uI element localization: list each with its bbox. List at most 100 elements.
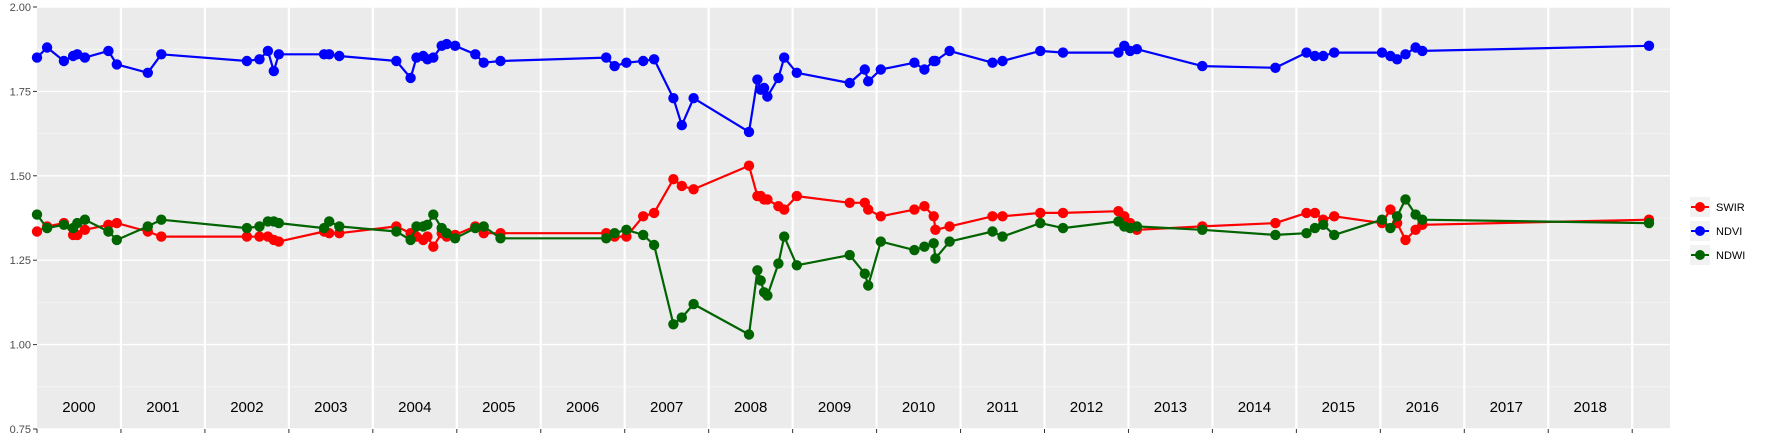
data-point-ndvi bbox=[495, 55, 506, 67]
data-point-ndvi bbox=[1113, 47, 1124, 58]
data-point-ndwi bbox=[254, 221, 265, 232]
data-point-ndvi bbox=[405, 72, 416, 84]
data-point-ndwi bbox=[405, 234, 416, 246]
legend-key-marker bbox=[1695, 202, 1705, 212]
data-point-swir bbox=[875, 211, 886, 222]
year-label-layer: 2000 2001 2002 2003 2004 2005 2006 2007 2008 2009… bbox=[62, 399, 1607, 416]
data-point-ndvi bbox=[844, 77, 855, 89]
data-point-ndwi bbox=[31, 209, 43, 220]
data-point-ndvi bbox=[1376, 47, 1388, 58]
data-point-swir bbox=[1270, 217, 1281, 229]
data-point-swir bbox=[930, 224, 941, 235]
data-point-ndvi bbox=[791, 67, 802, 79]
data-point-ndvi bbox=[688, 93, 699, 104]
data-point-ndwi bbox=[779, 231, 790, 242]
data-point-ndvi bbox=[273, 49, 284, 60]
data-point-swir bbox=[648, 207, 660, 219]
data-point-ndvi bbox=[1131, 44, 1143, 55]
legend-label: SWIR bbox=[1716, 202, 1745, 214]
data-point-swir bbox=[1309, 207, 1321, 219]
data-point-swir bbox=[987, 211, 998, 222]
data-point-ndwi bbox=[944, 236, 955, 247]
year-label: 2004 bbox=[398, 399, 431, 416]
data-point-ndvi bbox=[1035, 45, 1046, 57]
data-point-swir bbox=[1329, 211, 1340, 222]
data-point-ndwi bbox=[1035, 217, 1046, 229]
data-point-ndvi bbox=[863, 76, 874, 87]
data-point-ndvi bbox=[762, 91, 773, 102]
data-point-ndvi bbox=[743, 126, 755, 138]
data-point-ndvi bbox=[1057, 47, 1069, 58]
data-point-ndwi bbox=[875, 236, 886, 247]
year-label: 2012 bbox=[1070, 399, 1103, 416]
data-point-ndwi bbox=[1131, 221, 1143, 232]
data-point-swir bbox=[688, 184, 699, 195]
data-point-ndvi bbox=[478, 57, 489, 68]
data-point-ndwi bbox=[441, 228, 452, 239]
data-point-ndwi bbox=[79, 214, 91, 225]
data-point-ndwi bbox=[470, 222, 481, 234]
data-point-ndvi bbox=[773, 72, 784, 84]
data-point-ndwi bbox=[844, 249, 855, 261]
data-point-ndvi bbox=[470, 49, 481, 60]
data-point-ndvi bbox=[41, 42, 53, 53]
data-point-ndvi bbox=[268, 65, 279, 77]
data-point-swir bbox=[1301, 207, 1312, 219]
data-point-ndvi bbox=[1643, 40, 1655, 51]
data-point-ndvi bbox=[668, 93, 679, 104]
data-point-swir bbox=[863, 204, 874, 215]
data-point-ndwi bbox=[743, 329, 755, 340]
data-point-ndvi bbox=[758, 82, 770, 94]
data-point-ndwi bbox=[859, 268, 870, 279]
data-point-ndvi bbox=[324, 49, 335, 60]
data-point-ndwi bbox=[428, 209, 439, 220]
data-point-ndwi bbox=[676, 312, 687, 323]
data-point-ndvi bbox=[1309, 50, 1321, 62]
data-point-ndvi bbox=[1197, 60, 1208, 72]
data-point-swir bbox=[928, 211, 939, 222]
legend-label: NDWI bbox=[1716, 250, 1745, 262]
data-point-ndwi bbox=[41, 222, 53, 234]
data-point-ndwi bbox=[928, 238, 939, 249]
data-point-ndvi bbox=[156, 49, 167, 60]
data-point-ndwi bbox=[273, 217, 284, 229]
data-point-ndwi bbox=[1301, 228, 1312, 239]
data-point-ndvi bbox=[1329, 47, 1340, 58]
data-point-ndvi bbox=[1318, 50, 1329, 62]
data-point-ndvi bbox=[676, 120, 687, 131]
data-point-swir bbox=[79, 224, 91, 235]
data-point-ndwi bbox=[1057, 222, 1069, 234]
y-tick-label: 1.50 bbox=[10, 171, 31, 183]
y-tick-label: 1.25 bbox=[10, 255, 31, 267]
data-point-swir bbox=[1035, 207, 1046, 219]
data-point-ndvi bbox=[609, 60, 620, 72]
data-point-ndwi bbox=[621, 224, 632, 235]
y-tick-label: 1.75 bbox=[10, 86, 31, 98]
year-label: 2008 bbox=[734, 399, 767, 416]
data-point-ndvi bbox=[428, 52, 439, 63]
data-point-ndwi bbox=[1376, 214, 1388, 225]
data-point-ndvi bbox=[334, 50, 345, 62]
data-point-ndwi bbox=[1270, 229, 1281, 241]
year-label: 2007 bbox=[650, 399, 683, 416]
year-label: 2013 bbox=[1154, 399, 1187, 416]
data-point-ndwi bbox=[1417, 214, 1428, 225]
data-point-ndwi bbox=[863, 280, 874, 291]
data-point-ndvi bbox=[262, 45, 274, 57]
data-point-ndvi bbox=[441, 38, 452, 50]
data-point-ndwi bbox=[1391, 211, 1403, 222]
data-point-ndwi bbox=[919, 241, 930, 252]
data-point-ndwi bbox=[103, 226, 114, 237]
data-point-ndwi bbox=[58, 219, 70, 230]
data-point-ndwi bbox=[668, 319, 679, 330]
data-point-ndvi bbox=[103, 45, 114, 57]
data-point-ndvi bbox=[909, 57, 920, 68]
year-label: 2015 bbox=[1322, 399, 1355, 416]
series-layer bbox=[31, 38, 1655, 340]
year-label: 2001 bbox=[146, 399, 179, 416]
data-point-ndwi bbox=[478, 221, 489, 232]
data-point-ndwi bbox=[648, 239, 660, 251]
grid-layer bbox=[37, 6, 1670, 430]
data-point-ndvi bbox=[241, 55, 253, 67]
